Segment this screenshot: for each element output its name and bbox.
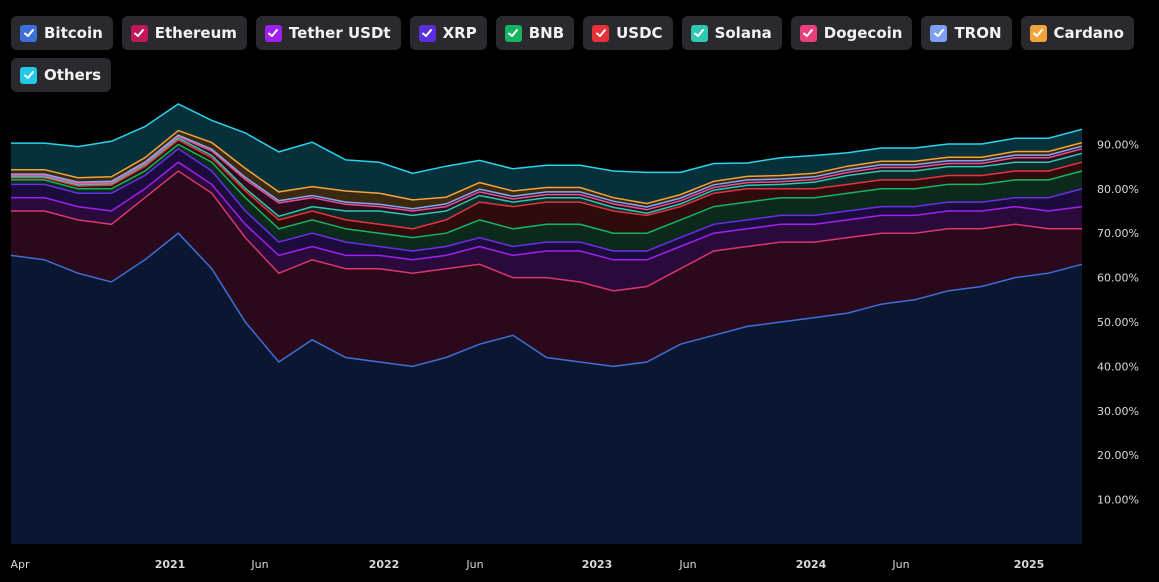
y-tick-label: 60.00% (1097, 272, 1139, 285)
legend-label: Tether USDt (288, 24, 391, 42)
checkbox-checked-icon[interactable] (418, 24, 436, 42)
legend-label: Others (44, 66, 102, 84)
y-tick-label: 10.00% (1097, 494, 1139, 507)
x-tick-label: Jun (891, 558, 909, 571)
y-tick-label: 50.00% (1097, 316, 1139, 329)
legend-item-tether-usdt[interactable]: Tether USDt (255, 16, 401, 50)
area-bnb[interactable] (11, 144, 1082, 251)
series-lines-layer (10, 103, 1083, 368)
y-tick-label: 20.00% (1097, 449, 1139, 462)
y-tick-label: 80.00% (1097, 183, 1139, 196)
legend-item-bnb[interactable]: BNB (495, 16, 575, 50)
line-cardano (10, 129, 1083, 205)
checkbox-checked-icon[interactable] (130, 24, 148, 42)
area-tether-usdt[interactable] (11, 162, 1082, 291)
line-xrp (10, 147, 1083, 252)
legend-item-solana[interactable]: Solana (681, 16, 782, 50)
checkbox-checked-icon[interactable] (1029, 24, 1047, 42)
legend-label: USDC (616, 24, 663, 42)
line-usdc (11, 139, 1083, 230)
line-bnb (10, 143, 1083, 239)
y-axis: 10.00% 20.00% 30.00% 40.00% 50.00% 60.00% 70.0… (1097, 138, 1139, 506)
y-tick-label: 40.00% (1097, 360, 1139, 373)
legend-label: Ethereum (154, 24, 237, 42)
legend-item-xrp[interactable]: XRP (409, 16, 487, 50)
x-tick-label: 2024 (796, 558, 827, 571)
legend-item-tron[interactable]: TRON (921, 16, 1012, 50)
area-usdc[interactable] (11, 140, 1082, 238)
x-tick-label: Apr (10, 558, 30, 571)
legend-item-cardano[interactable]: Cardano (1020, 16, 1134, 50)
checkbox-checked-icon[interactable] (20, 66, 37, 84)
checkbox-checked-icon[interactable] (264, 24, 282, 42)
x-tick-label: Jun (250, 558, 268, 571)
checkbox-checked-icon[interactable] (592, 24, 610, 42)
x-tick-label: Jun (678, 558, 696, 571)
legend-label: Bitcoin (44, 24, 103, 42)
line-solana (10, 137, 1083, 218)
line-others (10, 103, 1083, 175)
checkbox-checked-icon[interactable] (930, 24, 948, 42)
line-dogecoin (10, 135, 1083, 212)
x-tick-label: 2023 (582, 558, 613, 571)
legend-item-usdc[interactable]: USDC (583, 16, 673, 50)
y-tick-label: 30.00% (1097, 405, 1139, 418)
legend-label: Cardano (1053, 24, 1124, 42)
legend-item-others[interactable]: Others (11, 58, 112, 92)
checkbox-checked-icon[interactable] (690, 24, 708, 42)
area-others[interactable] (11, 104, 1082, 204)
y-tick-label: 90.00% (1097, 138, 1139, 151)
legend: Bitcoin Ethereum Tether USDt XRP BNB USDC Sola… (11, 16, 1141, 92)
area-bitcoin[interactable] (11, 233, 1082, 544)
line-tron (10, 134, 1083, 210)
y-tick-label: 70.00% (1097, 227, 1139, 240)
line-tether-usdt (10, 161, 1083, 261)
checkbox-checked-icon[interactable] (504, 24, 522, 42)
x-tick-label: 2022 (369, 558, 400, 571)
legend-label: Solana (714, 24, 772, 42)
legend-label: BNB (528, 24, 565, 42)
legend-label: TRON (954, 24, 1002, 42)
x-axis: Apr 2021 Jun 2022 Jun 2023 Jun 2024 Jun 2025 (10, 558, 1044, 571)
line-ethereum (11, 170, 1082, 292)
legend-item-bitcoin[interactable]: Bitcoin (11, 16, 113, 50)
area-series-layer (11, 104, 1082, 544)
legend-label: Dogecoin (823, 24, 903, 42)
legend-label: XRP (442, 24, 477, 42)
x-tick-label: Jun (465, 558, 483, 571)
legend-item-ethereum[interactable]: Ethereum (121, 16, 247, 50)
x-tick-label: 2021 (155, 558, 186, 571)
legend-item-dogecoin[interactable]: Dogecoin (790, 16, 913, 50)
line-bitcoin (10, 232, 1083, 368)
checkbox-checked-icon[interactable] (20, 24, 37, 42)
x-tick-label: 2025 (1014, 558, 1045, 571)
checkbox-checked-icon[interactable] (799, 24, 817, 42)
